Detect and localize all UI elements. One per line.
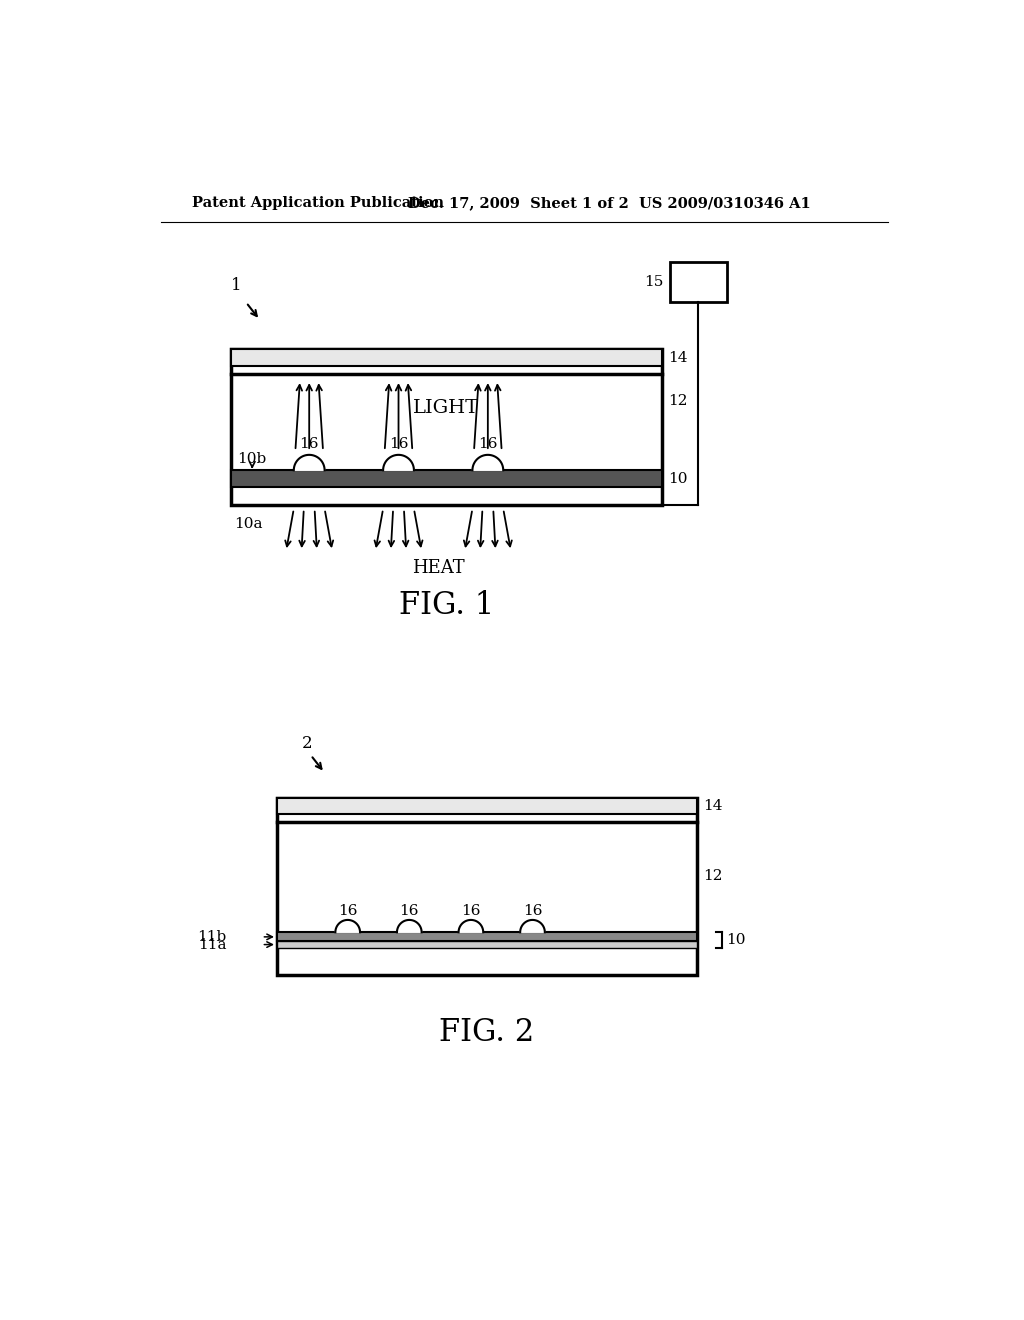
Bar — [230, 350, 662, 367]
Bar — [276, 797, 696, 974]
Text: Patent Application Publication: Patent Application Publication — [193, 197, 444, 210]
Text: HEAT: HEAT — [413, 560, 465, 577]
Polygon shape — [520, 920, 545, 932]
Text: 2: 2 — [301, 735, 312, 752]
Text: 16: 16 — [399, 904, 419, 917]
Polygon shape — [459, 920, 483, 932]
Text: LIGHT: LIGHT — [413, 399, 479, 417]
Text: 12: 12 — [702, 869, 722, 883]
Bar — [276, 932, 696, 941]
Text: 1: 1 — [230, 277, 242, 294]
Text: 16: 16 — [522, 904, 543, 917]
Text: 14: 14 — [702, 799, 722, 813]
Bar — [276, 941, 696, 948]
Text: 16: 16 — [389, 437, 409, 451]
Text: 11b: 11b — [198, 929, 226, 944]
Text: 14: 14 — [668, 351, 687, 364]
Text: 11a: 11a — [199, 937, 226, 952]
Text: FIG. 1: FIG. 1 — [398, 590, 494, 620]
Text: 16: 16 — [299, 437, 318, 451]
Text: 16: 16 — [461, 904, 480, 917]
Polygon shape — [383, 455, 414, 470]
Text: FIG. 2: FIG. 2 — [439, 1016, 535, 1048]
Polygon shape — [336, 920, 360, 932]
Bar — [670, 263, 727, 302]
Text: US 2009/0310346 A1: US 2009/0310346 A1 — [639, 197, 811, 210]
Bar — [230, 470, 662, 487]
Text: Dec. 17, 2009  Sheet 1 of 2: Dec. 17, 2009 Sheet 1 of 2 — [408, 197, 629, 210]
Bar — [230, 350, 662, 506]
Text: 10a: 10a — [234, 517, 263, 531]
Polygon shape — [294, 455, 325, 470]
Text: 16: 16 — [478, 437, 498, 451]
Text: 12: 12 — [668, 393, 687, 408]
Polygon shape — [397, 920, 422, 932]
Polygon shape — [472, 455, 503, 470]
Text: 10: 10 — [668, 471, 687, 486]
Text: 10b: 10b — [237, 451, 266, 466]
Text: 16: 16 — [338, 904, 357, 917]
Text: 15: 15 — [644, 276, 664, 289]
Bar — [276, 797, 696, 814]
Text: 10: 10 — [727, 933, 746, 946]
